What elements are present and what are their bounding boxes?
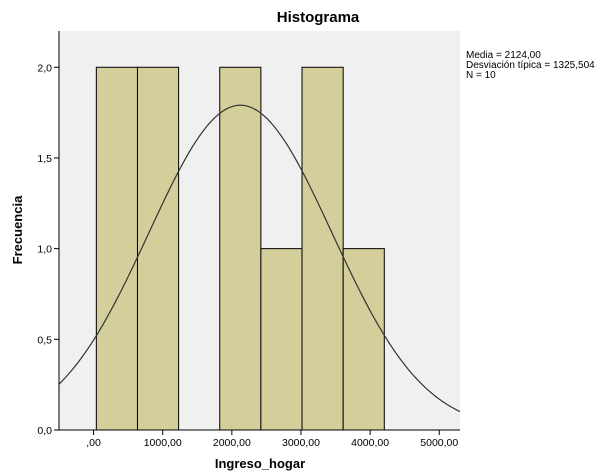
stats-line: Media = 2124,00	[466, 50, 541, 61]
y-tick-label: 1,5	[37, 153, 52, 165]
stats-line: N = 10	[466, 70, 496, 81]
x-tick-label: 2000,00	[213, 437, 251, 449]
x-tick-label: 1000,00	[144, 437, 182, 449]
histogram-bar	[95, 66, 138, 431]
x-tick-label: 3000,00	[282, 437, 320, 449]
bars-group	[95, 66, 385, 431]
histogram-bar	[301, 66, 344, 431]
y-tick-label: 0,5	[37, 334, 52, 346]
chart-title: Histograma	[277, 9, 360, 26]
y-ticks-group: 0,0 0,5 1,0 1,5 2,0	[37, 62, 59, 437]
y-tick-label: 1,0	[37, 244, 52, 256]
x-axis-label: Ingreso_hogar	[215, 456, 305, 471]
y-tick-label: 0,0	[37, 425, 52, 437]
y-axis-label: Frecuencia	[10, 195, 25, 264]
histogram-bar	[260, 248, 303, 431]
histogram-bar	[136, 66, 180, 431]
x-tick-label: 5000,00	[420, 437, 458, 449]
histogram-bar	[219, 66, 262, 431]
histogram-bar	[342, 248, 385, 431]
x-tick-label: 4000,00	[351, 437, 389, 449]
x-ticks-group: ,00 1000,00 2000,00 3000,00 4000,00 5000,00	[86, 430, 458, 449]
stats-line: Desviación típica = 1325,504	[466, 60, 595, 71]
y-tick-label: 2,0	[37, 62, 52, 74]
normal-curve	[58, 104, 461, 413]
x-tick-label: ,00	[86, 437, 101, 449]
